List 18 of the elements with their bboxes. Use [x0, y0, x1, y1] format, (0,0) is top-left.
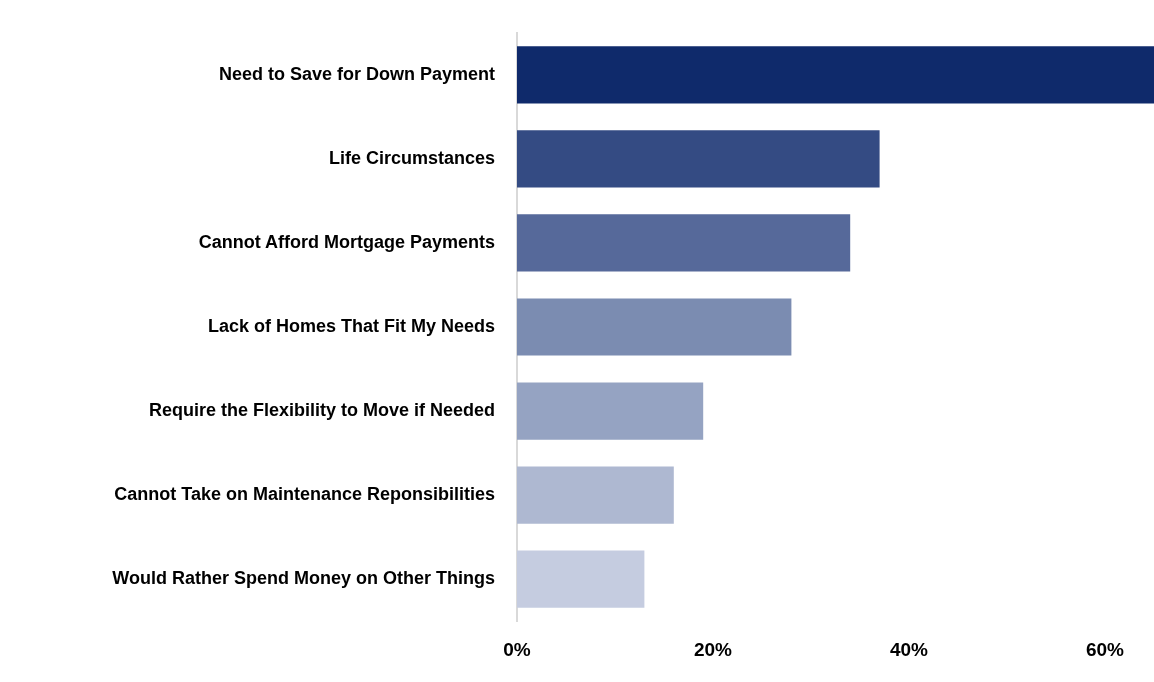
y-tick-label: Cannot Take on Maintenance Reponsibilities — [114, 484, 495, 505]
x-tick-label: 0% — [503, 638, 531, 660]
y-tick-label: Life Circumstances — [328, 147, 495, 168]
y-tick-label: Require the Flexibility to Move if Needed — [148, 400, 495, 421]
x-tick-label: 20% — [693, 638, 733, 660]
bar — [517, 550, 645, 608]
x-tick-label: 60% — [1085, 638, 1125, 660]
y-tick-label: Would Rather Spend Money on Other Things — [112, 568, 495, 589]
bar — [517, 214, 851, 272]
y-tick-label: Cannot Afford Mortgage Payments — [198, 231, 495, 252]
y-tick-label: Lack of Homes That Fit My Needs — [207, 315, 495, 336]
bar — [517, 46, 1154, 104]
bar — [517, 130, 880, 188]
bar — [517, 466, 674, 524]
x-tick-label: 40% — [889, 638, 929, 660]
bar — [517, 298, 792, 356]
bar — [517, 382, 704, 440]
y-tick-label: Need to Save for Down Payment — [218, 63, 495, 84]
